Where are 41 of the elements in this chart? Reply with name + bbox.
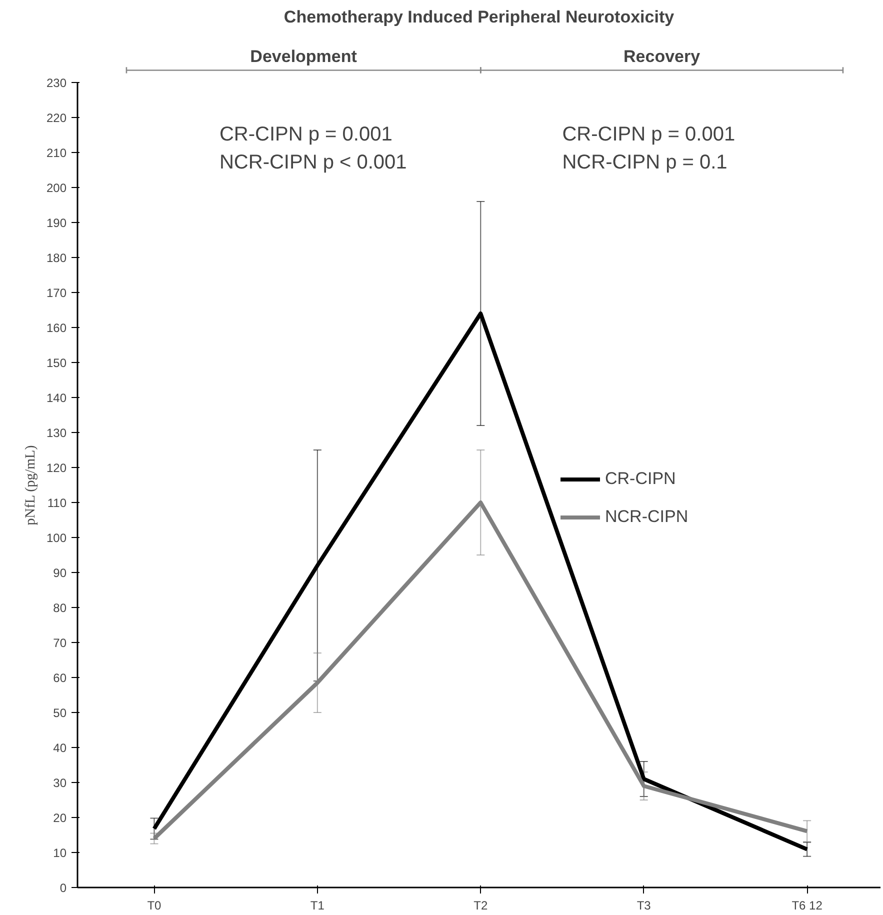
x-tick-label: T3: [636, 898, 652, 912]
y-tick-label: 190: [46, 216, 67, 230]
x-tick-label: T1: [310, 898, 325, 912]
y-tick-label: 180: [46, 251, 67, 265]
y-tick-label: 110: [47, 496, 67, 510]
y-tick-label: 80: [53, 601, 67, 615]
legend-label: NCR-CIPN: [605, 507, 688, 527]
y-tick-label: 140: [46, 391, 67, 405]
y-tick-label: 90: [53, 566, 67, 580]
y-tick-label: 20: [53, 811, 67, 825]
x-tick-label: T0: [147, 898, 162, 912]
annotation: NCR-CIPN p < 0.001: [219, 152, 407, 174]
x-tick-label: T2: [474, 898, 488, 912]
y-tick-label: 230: [46, 76, 67, 90]
x-tick-label: T6 12: [792, 898, 823, 912]
y-tick-label: 200: [46, 181, 67, 195]
annotation: CR-CIPN p = 0.001: [219, 124, 392, 146]
y-tick-label: 10: [53, 846, 67, 860]
y-tick-label: 160: [46, 321, 67, 335]
text: Development: [250, 46, 358, 66]
legend-label: CR-CIPN: [605, 469, 676, 489]
y-tick-label: 150: [46, 356, 67, 370]
line-series: [152, 500, 810, 840]
chart-title: Chemotherapy Induced Peripheral Neurotoxicity: [284, 8, 675, 26]
annotation: NCR-CIPN p = 0.1: [562, 152, 728, 174]
line-series: [152, 312, 810, 852]
y-tick-label: 170: [46, 286, 67, 300]
y-tick-label: 70: [53, 636, 67, 650]
y-tick-label: 50: [53, 706, 67, 720]
y-tick-label: 40: [53, 741, 67, 755]
y-tick-label: 220: [46, 111, 67, 125]
y-tick-label: 210: [46, 146, 67, 160]
y-axis-title: pNfL (pg/mL): [23, 444, 38, 526]
annotation: CR-CIPN p = 0.001: [562, 124, 736, 146]
y-tick-label: 0: [60, 881, 67, 895]
y-tick-label: 130: [46, 426, 67, 440]
y-tick-label: 30: [53, 776, 67, 790]
y-tick-label: 120: [46, 461, 67, 475]
y-tick-label: 100: [46, 531, 67, 545]
y-tick-label: 60: [53, 671, 67, 685]
text: Recovery: [624, 46, 701, 66]
